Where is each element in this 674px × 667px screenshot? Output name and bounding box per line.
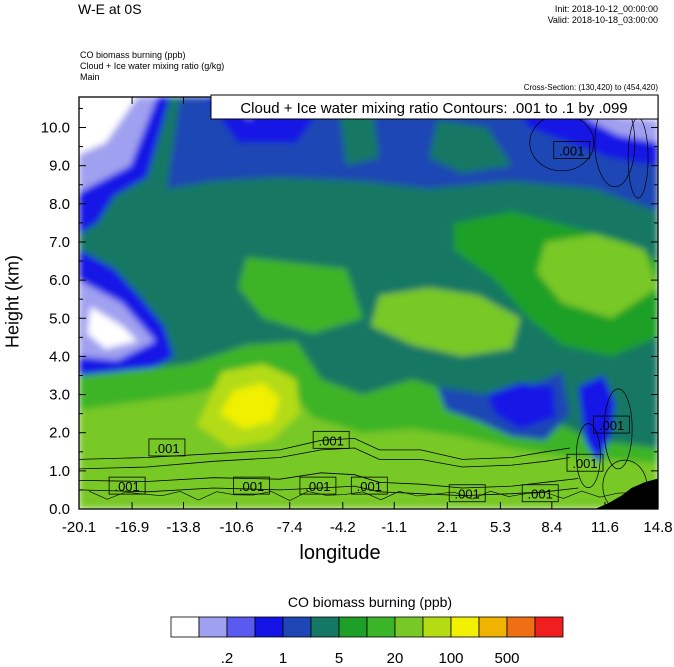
colorbar-box: [506, 616, 536, 638]
contour-info-box: Cloud + Ice water mixing ratio Contours:…: [210, 94, 659, 120]
cloud-contour-ring: [603, 388, 633, 470]
colorbar-label: 1: [279, 650, 287, 667]
contour-info-text: Cloud + Ice water mixing ratio Contours:…: [240, 100, 627, 117]
colorbar-box: [310, 616, 340, 638]
valid-time: Valid: 2018-10-18_03:00:00: [547, 15, 658, 25]
chart-title: W-E at 0S: [78, 1, 142, 17]
x-tick-label: -13.8: [166, 519, 200, 536]
cloud-contour-line: [79, 485, 579, 497]
colorbar-box: [394, 616, 424, 638]
y-tick-label: 6.0: [49, 272, 70, 289]
contour-label-box: [312, 430, 350, 449]
contour-label: .001: [114, 479, 139, 494]
init-time: Init: 2018-10-12_00:00:00: [554, 4, 658, 14]
y-tick-label: 4.0: [49, 348, 70, 365]
contour-label-box: [299, 476, 337, 495]
contour-label: .001: [599, 418, 624, 433]
colorbar-box: [198, 616, 228, 638]
y-tick-label: 8.0: [49, 196, 70, 213]
cloud-contour-surface: [88, 490, 637, 501]
contour-label: .001: [239, 479, 264, 494]
x-tick-label: 8.4: [541, 519, 562, 536]
contour-label: .001: [357, 479, 382, 494]
co-band-mid-green-left: [238, 257, 363, 334]
cloud-contour-line: [79, 437, 571, 460]
colorbar-box: [422, 616, 452, 638]
x-tick-label: -1.1: [381, 519, 407, 536]
y-tick-label: 9.0: [49, 158, 70, 175]
x-tick-label: -10.6: [220, 519, 254, 536]
x-axis-label: longitude: [299, 542, 381, 564]
contour-label: .001: [572, 456, 597, 471]
contour-label-box: [233, 476, 270, 495]
colorbar-box: [226, 616, 256, 638]
colorbar-box: [282, 616, 312, 638]
colorbar-box: [534, 616, 564, 638]
x-tick-label: -20.1: [62, 519, 96, 536]
co-band-mid-lightgreen-right: [536, 234, 658, 319]
colorbar-label: 500: [494, 650, 519, 667]
contour-label-box: [148, 438, 186, 457]
field-label-main: Main: [80, 72, 100, 82]
contour-label-box: [350, 476, 388, 495]
co-band-right-low-blue: [487, 383, 556, 429]
colorbar-label: .2: [221, 650, 234, 667]
colorbar-label: 5: [335, 650, 343, 667]
contour-label-box: [108, 476, 146, 495]
terrain: [595, 478, 658, 509]
contour-label-box: [521, 484, 559, 503]
y-tick-label: 10.0: [41, 120, 70, 137]
y-tick-label: 0.0: [49, 501, 70, 518]
y-axis-label: Height (km): [2, 255, 23, 349]
cloud-contour-line: [79, 472, 579, 489]
colorbar-box: [338, 616, 368, 638]
y-tick-label: 1.0: [49, 463, 70, 480]
colorbar-label: 100: [438, 650, 463, 667]
field-label-cloud: Cloud + Ice water mixing ratio (g/kg): [80, 61, 225, 71]
co-band-upper-teal-2: [429, 119, 512, 174]
x-tick-label: 5.3: [490, 519, 511, 536]
x-tick-label: 2.1: [437, 519, 458, 536]
y-tick-label: 5.0: [49, 310, 70, 327]
colorbar-box: [450, 616, 480, 638]
contour-label-box: [593, 415, 630, 434]
terrain-shape: [595, 478, 658, 509]
co-band-upper-left-white: [79, 97, 138, 155]
contour-label-box: [566, 453, 604, 472]
contour-label: .001: [154, 441, 179, 456]
axis-ticks: 0.0 1.0 2.0 3.0 4.0 5.0 6.0 7.0 8.0 9.0 10.0 -20.1 -…: [41, 97, 673, 536]
contour-label: .001: [455, 487, 480, 502]
contour-label: .001: [305, 479, 330, 494]
x-tick-label: 14.8: [643, 519, 672, 536]
contour-label: .001: [528, 487, 553, 502]
contour-label: .001: [559, 143, 584, 158]
x-tick-label: 11.6: [591, 519, 619, 536]
plot-field: .001 .001 .001 .001 .001 .001 .001 .001 .001 .001…: [79, 97, 658, 509]
x-tick-label: -4.2: [330, 519, 356, 536]
y-tick-label: 2.0: [49, 425, 70, 442]
colorbar-title: CO biomass burning (ppb): [287, 594, 453, 610]
colorbar: .2 1 5 20 100 500: [170, 616, 564, 667]
cloud-contour-line: [79, 447, 571, 470]
colorbar-box: [478, 616, 508, 638]
y-tick-label: 3.0: [49, 387, 70, 404]
colorbar-box: [366, 616, 396, 638]
x-tick-label: -16.9: [115, 519, 149, 536]
colorbar-label: 20: [387, 650, 404, 667]
colorbar-box: [170, 616, 200, 638]
colorbar-box: [254, 616, 284, 638]
y-tick-label: 7.0: [49, 234, 70, 251]
contour-label-box: [448, 484, 486, 503]
field-label-co: CO biomass burning (ppb): [80, 50, 186, 60]
co-band-right-column-blue: [578, 375, 615, 464]
co-band-left-white: [87, 306, 138, 349]
co-band-mid-lightgreen: [371, 287, 521, 357]
co-band-plume-yellow: [220, 383, 280, 429]
contour-label-box: [553, 141, 591, 159]
contour-label: .001: [319, 433, 344, 448]
x-tick-label: -7.4: [277, 519, 303, 536]
cloud-contour-ring: [575, 423, 601, 488]
cross-section-label: Cross-Section: (130,420) to (454,420): [523, 83, 658, 92]
